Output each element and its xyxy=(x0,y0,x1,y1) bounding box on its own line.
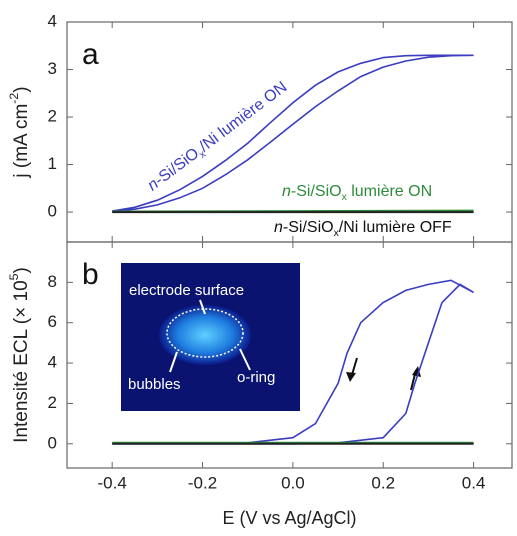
y-tick-label: 4 xyxy=(48,353,57,372)
y-tick-label: 2 xyxy=(48,107,57,126)
y-tick-label: 8 xyxy=(48,272,57,291)
label-part: x xyxy=(198,149,209,161)
label-part: x xyxy=(342,192,348,203)
x-tick-label: 0.2 xyxy=(371,473,395,492)
label-part: -Si/SiO xyxy=(152,145,203,189)
y-tick-label: 3 xyxy=(48,59,57,78)
series-line xyxy=(112,54,474,212)
series-line xyxy=(112,279,475,445)
label-part: ) xyxy=(11,267,32,273)
label-part: Intensité ECL (× 10 xyxy=(11,280,32,442)
panel-label: b xyxy=(82,258,99,291)
x-axis-label: E (V vs Ag/AgCl) xyxy=(222,508,356,528)
x-tick-label: -0.2 xyxy=(188,473,217,492)
label-part: /Ni lumière OFF xyxy=(339,219,452,236)
label-part: -Si/SiO xyxy=(283,219,334,236)
x-tick-label: 0.0 xyxy=(281,473,305,492)
label-part: lumière ON xyxy=(347,183,432,200)
label-part: x xyxy=(334,228,340,239)
rich-label: n-Si/SiOx/Ni lumière OFF xyxy=(274,219,452,239)
rich-label: Intensité ECL (× 105) xyxy=(7,267,32,443)
inset-glow xyxy=(159,305,251,365)
inset-label: bubbles xyxy=(128,376,181,393)
label-part: j (mA cm xyxy=(11,104,32,179)
y-tick-label: 6 xyxy=(48,312,57,331)
rich-label: n-Si/SiOx lumière ON xyxy=(282,183,432,203)
label-part: n xyxy=(282,183,291,200)
inset-label: o-ring xyxy=(237,369,275,386)
rich-label: j (mA cm-2) xyxy=(7,86,32,178)
label-part: -2 xyxy=(7,93,21,104)
label-part: 5 xyxy=(7,273,21,280)
plot-frame xyxy=(66,241,513,469)
label-part: ) xyxy=(11,86,32,92)
inset-outline xyxy=(166,308,244,358)
y-tick-label: 0 xyxy=(48,202,57,221)
x-tick-label: -0.4 xyxy=(98,473,127,492)
inset-label: electrode surface xyxy=(129,282,244,299)
label-part: n xyxy=(274,219,283,236)
inset-arrow xyxy=(169,299,251,373)
x-tick-label: 0.4 xyxy=(462,473,486,492)
y-tick-label: 2 xyxy=(48,393,57,412)
y-tick-label: 0 xyxy=(48,433,57,452)
scan-arrow-head xyxy=(346,372,356,382)
panel-label: a xyxy=(82,38,99,71)
y-tick-label: 4 xyxy=(48,11,57,30)
y-tick-label: 1 xyxy=(48,154,57,173)
label-part: -Si/SiO xyxy=(291,183,342,200)
